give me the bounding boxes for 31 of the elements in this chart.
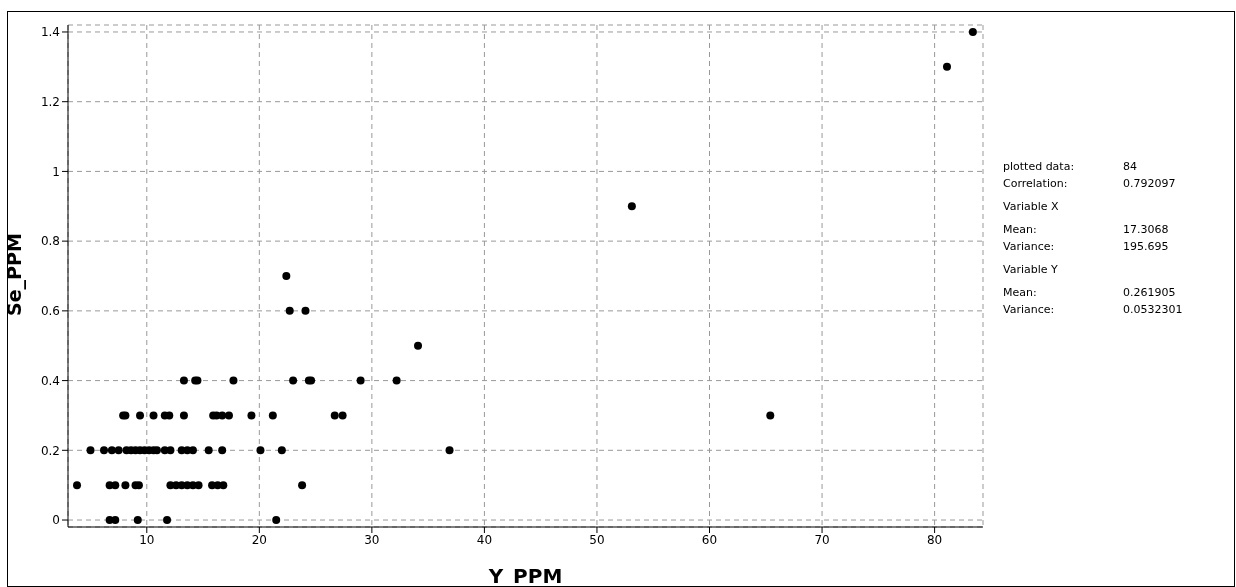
text: Mean: [1003, 223, 1038, 236]
text: Variable Y [1003, 263, 1059, 276]
x-tick-label: 20 [251, 532, 267, 547]
text: 0.792097 [1123, 177, 1176, 190]
text: Mean: [1003, 286, 1038, 299]
y-tick-label: 0.8 [40, 234, 60, 249]
x-tick-label: 30 [364, 532, 380, 547]
text: Variance: [1003, 240, 1056, 253]
x-tick-label: 40 [476, 532, 493, 547]
y-tick-label: 0.4 [40, 373, 60, 388]
text: 0.261905 [1123, 286, 1176, 299]
text: 84 [1123, 160, 1137, 173]
text: 0.0532301 [1123, 303, 1183, 316]
y-tick-label: 0.6 [40, 304, 60, 319]
text: plotted data: [1003, 160, 1076, 173]
y-tick-label: 0.2 [40, 443, 60, 458]
text: Variable X [1003, 200, 1060, 213]
x-tick-label: 60 [701, 532, 718, 547]
text: 17.3068 [1123, 223, 1169, 236]
text: Variance: [1003, 303, 1056, 316]
x-tick-label: 80 [926, 532, 943, 547]
x-tick-label: 10 [139, 532, 155, 547]
y-tick-label: 0 [52, 513, 60, 528]
y-tick-label: 1 [52, 164, 60, 179]
y-tick-label: 1.4 [40, 25, 60, 40]
y-tick-label: 1.2 [40, 94, 60, 109]
x-tick-label: 50 [589, 532, 605, 547]
text: Correlation: [1003, 177, 1069, 190]
text: 195.695 [1123, 240, 1169, 253]
x-axis-title: Y_PPM [487, 564, 563, 587]
x-tick-label: 70 [814, 532, 830, 547]
